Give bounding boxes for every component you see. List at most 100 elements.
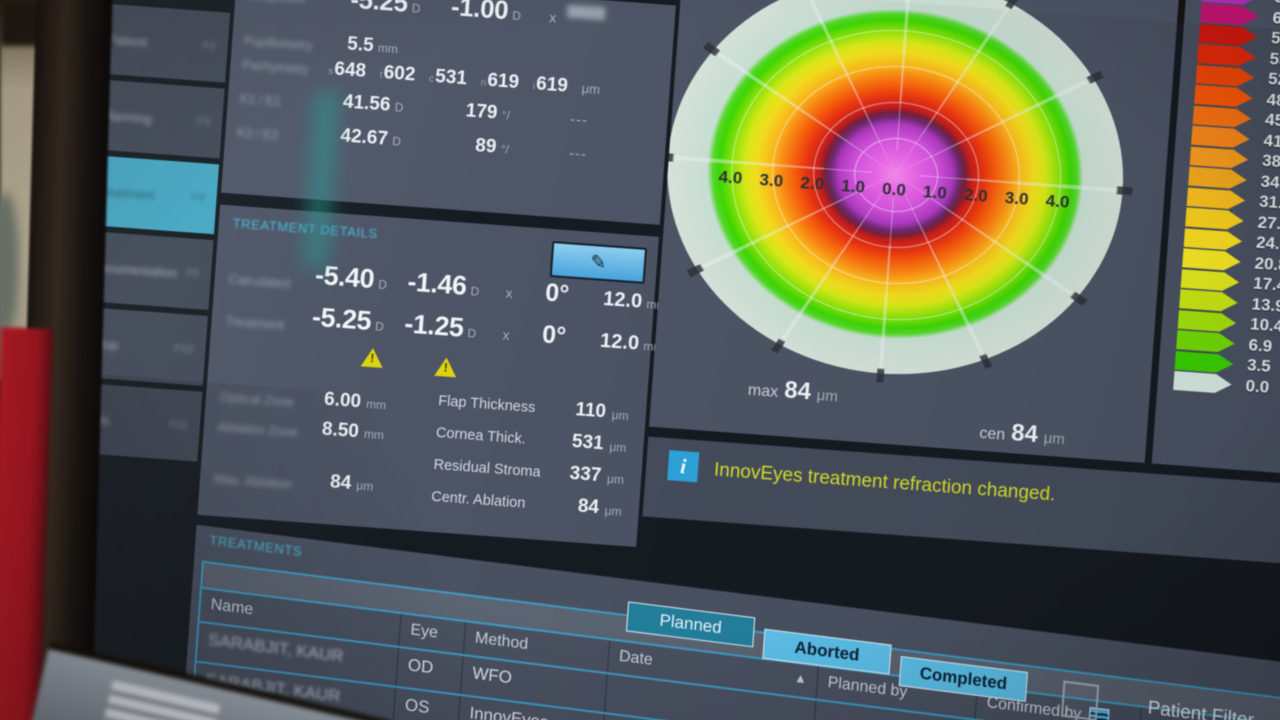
thickness-row-value: 84 xyxy=(577,495,600,519)
k2-flat: --- xyxy=(568,145,588,164)
scale-arrow-icon xyxy=(1199,23,1258,46)
scale-arrow-icon xyxy=(1190,146,1249,169)
scale-arrow-icon xyxy=(1194,85,1253,108)
function-key-label: F4 xyxy=(191,191,205,205)
scale-value: 0.0 xyxy=(1244,375,1270,397)
thickness-row-unit: μm xyxy=(611,407,630,424)
warning-icon xyxy=(434,357,457,378)
column-header-eye[interactable]: Eye xyxy=(398,613,466,654)
treatment-sphere-unit: D xyxy=(374,319,385,334)
thickness-row-label: Centr. Ablation xyxy=(430,488,526,512)
subjective-sphere: -5.25 xyxy=(349,0,409,18)
k2-unit: D xyxy=(391,134,402,149)
scale-value: 48.6 xyxy=(1265,89,1280,111)
scale-value: 38.2 xyxy=(1261,150,1280,173)
background-object xyxy=(0,192,19,337)
info-icon: i xyxy=(667,450,700,483)
scale-arrow-icon xyxy=(1191,126,1250,149)
desk-note xyxy=(97,680,221,720)
scale-value: 41.7 xyxy=(1262,130,1280,152)
subjective-label: Subjective xyxy=(247,0,306,6)
sphere-unit: D xyxy=(411,1,421,16)
k1-unit: D xyxy=(394,100,404,115)
calculated-axis: 0° xyxy=(544,278,571,309)
pachymetry-point: n619 xyxy=(480,69,520,94)
treatment-sphere: -5.25 xyxy=(311,301,373,336)
function-key-label: F5 xyxy=(185,267,200,281)
subjective-cyl: -1.00 xyxy=(450,0,510,26)
thickness-row-value: 531 xyxy=(571,431,605,455)
k1-flat: --- xyxy=(569,111,589,130)
scale-arrow-icon xyxy=(1182,248,1241,271)
ablation-zone-label: Ablation Zone xyxy=(217,419,299,440)
k1-power: 41.56 xyxy=(342,91,392,116)
treatments-title: TREATMENTS xyxy=(208,532,303,560)
function-key-label: F3 xyxy=(196,115,211,129)
treatment-zone: 12.0 xyxy=(599,329,640,355)
scale-arrow-icon xyxy=(1176,330,1235,353)
thickness-row-unit: μm xyxy=(606,471,625,487)
scale-value: 45.1 xyxy=(1264,109,1280,132)
optical-zone-value: 6.00 mm xyxy=(323,388,387,413)
scale-value: 6.9 xyxy=(1247,334,1273,356)
optical-zone-label: Optical Zone xyxy=(219,389,295,410)
patient-filter-checkbox[interactable] xyxy=(1060,680,1100,720)
pachymetry-point: t602 xyxy=(379,62,417,86)
pupillometry-unit: mm xyxy=(377,40,399,57)
function-key-label: F2 xyxy=(202,39,217,53)
calculated-cyl-unit: D xyxy=(470,284,480,299)
pachymetry-point: i619 xyxy=(532,73,569,97)
message-text: InnovEyes treatment refraction changed. xyxy=(713,459,1057,506)
pachymetry-unit: μm xyxy=(581,80,601,98)
max-ablation-value: 84 μm xyxy=(329,471,374,494)
k1-row: 41.56 D 179 °/ --- xyxy=(342,91,589,131)
calculated-x: x xyxy=(505,284,514,302)
sidebar-item-patient[interactable]: Patient F2 xyxy=(92,3,231,83)
scale-arrow-icon xyxy=(1193,105,1252,128)
eye-cell: OD xyxy=(395,647,463,694)
sidebar-item-label: Patient xyxy=(106,31,148,50)
scale-value: 59.0 xyxy=(1270,28,1280,50)
pencil-icon: ✎ xyxy=(589,251,608,274)
cutoff-axis-smudge xyxy=(566,4,606,21)
treatment-label: Treatment xyxy=(225,313,285,333)
thickness-row-label: Flap Thickness xyxy=(437,393,536,417)
ablation-zone-value: 8.50 mm xyxy=(321,418,385,443)
color-scale: 66.062.559.055.652.148.645.141.738.234.7… xyxy=(1173,0,1280,399)
axis-tick-label: 1.0 xyxy=(840,176,866,197)
scale-arrow-icon xyxy=(1181,269,1240,292)
function-key-label: F10 xyxy=(174,342,194,357)
k2-axis-unit: °/ xyxy=(500,142,510,157)
scale-arrow-icon xyxy=(1197,44,1256,67)
scale-value: 17.4 xyxy=(1252,273,1280,295)
scale-value: 31.2 xyxy=(1258,191,1280,214)
scale-arrow-icon xyxy=(1173,371,1232,394)
exam-panel: Subjective Pupillometry Pachymetry K1 / … xyxy=(221,0,676,225)
monitor-screen: Patient F2 Planning F3 Treatment F4 Documentat… xyxy=(19,0,1280,720)
treatment-cyl-unit: D xyxy=(466,326,477,341)
axis-prefix: x xyxy=(548,9,557,26)
pachymetry-point: c531 xyxy=(428,66,468,90)
axis-tick-label: 3.0 xyxy=(758,170,784,191)
k1-axis-unit: °/ xyxy=(501,108,511,123)
k1-axis: 179 xyxy=(465,100,499,124)
k2-label: K2 / E2 xyxy=(236,125,279,143)
thickness-row-value: 110 xyxy=(574,399,607,423)
k2-power: 42.67 xyxy=(339,125,389,150)
scale-value: 20.8 xyxy=(1253,253,1280,275)
treatment-x: x xyxy=(502,326,511,344)
warning-icon xyxy=(361,347,384,368)
axis-tick-label: 0.0 xyxy=(881,179,907,200)
scale-arrow-icon xyxy=(1184,228,1243,251)
treatment-axis: 0° xyxy=(541,320,568,351)
pupillometry-row: 5.5 mm xyxy=(346,34,398,60)
max-ablation-label: Max. Ablation xyxy=(213,470,293,492)
calculated-cyl: -1.46 xyxy=(406,266,468,301)
scale-value: 3.5 xyxy=(1246,355,1272,376)
treatment-details-panel: TREATMENT DETAILS ✎ Calculated -5.40 D -… xyxy=(197,204,667,547)
calculated-label: Calculated xyxy=(228,271,291,291)
axis-tick-label: 2.0 xyxy=(799,173,825,194)
sort-ascending-icon[interactable]: ▲ xyxy=(793,669,808,687)
scale-value: 55.6 xyxy=(1268,48,1280,70)
